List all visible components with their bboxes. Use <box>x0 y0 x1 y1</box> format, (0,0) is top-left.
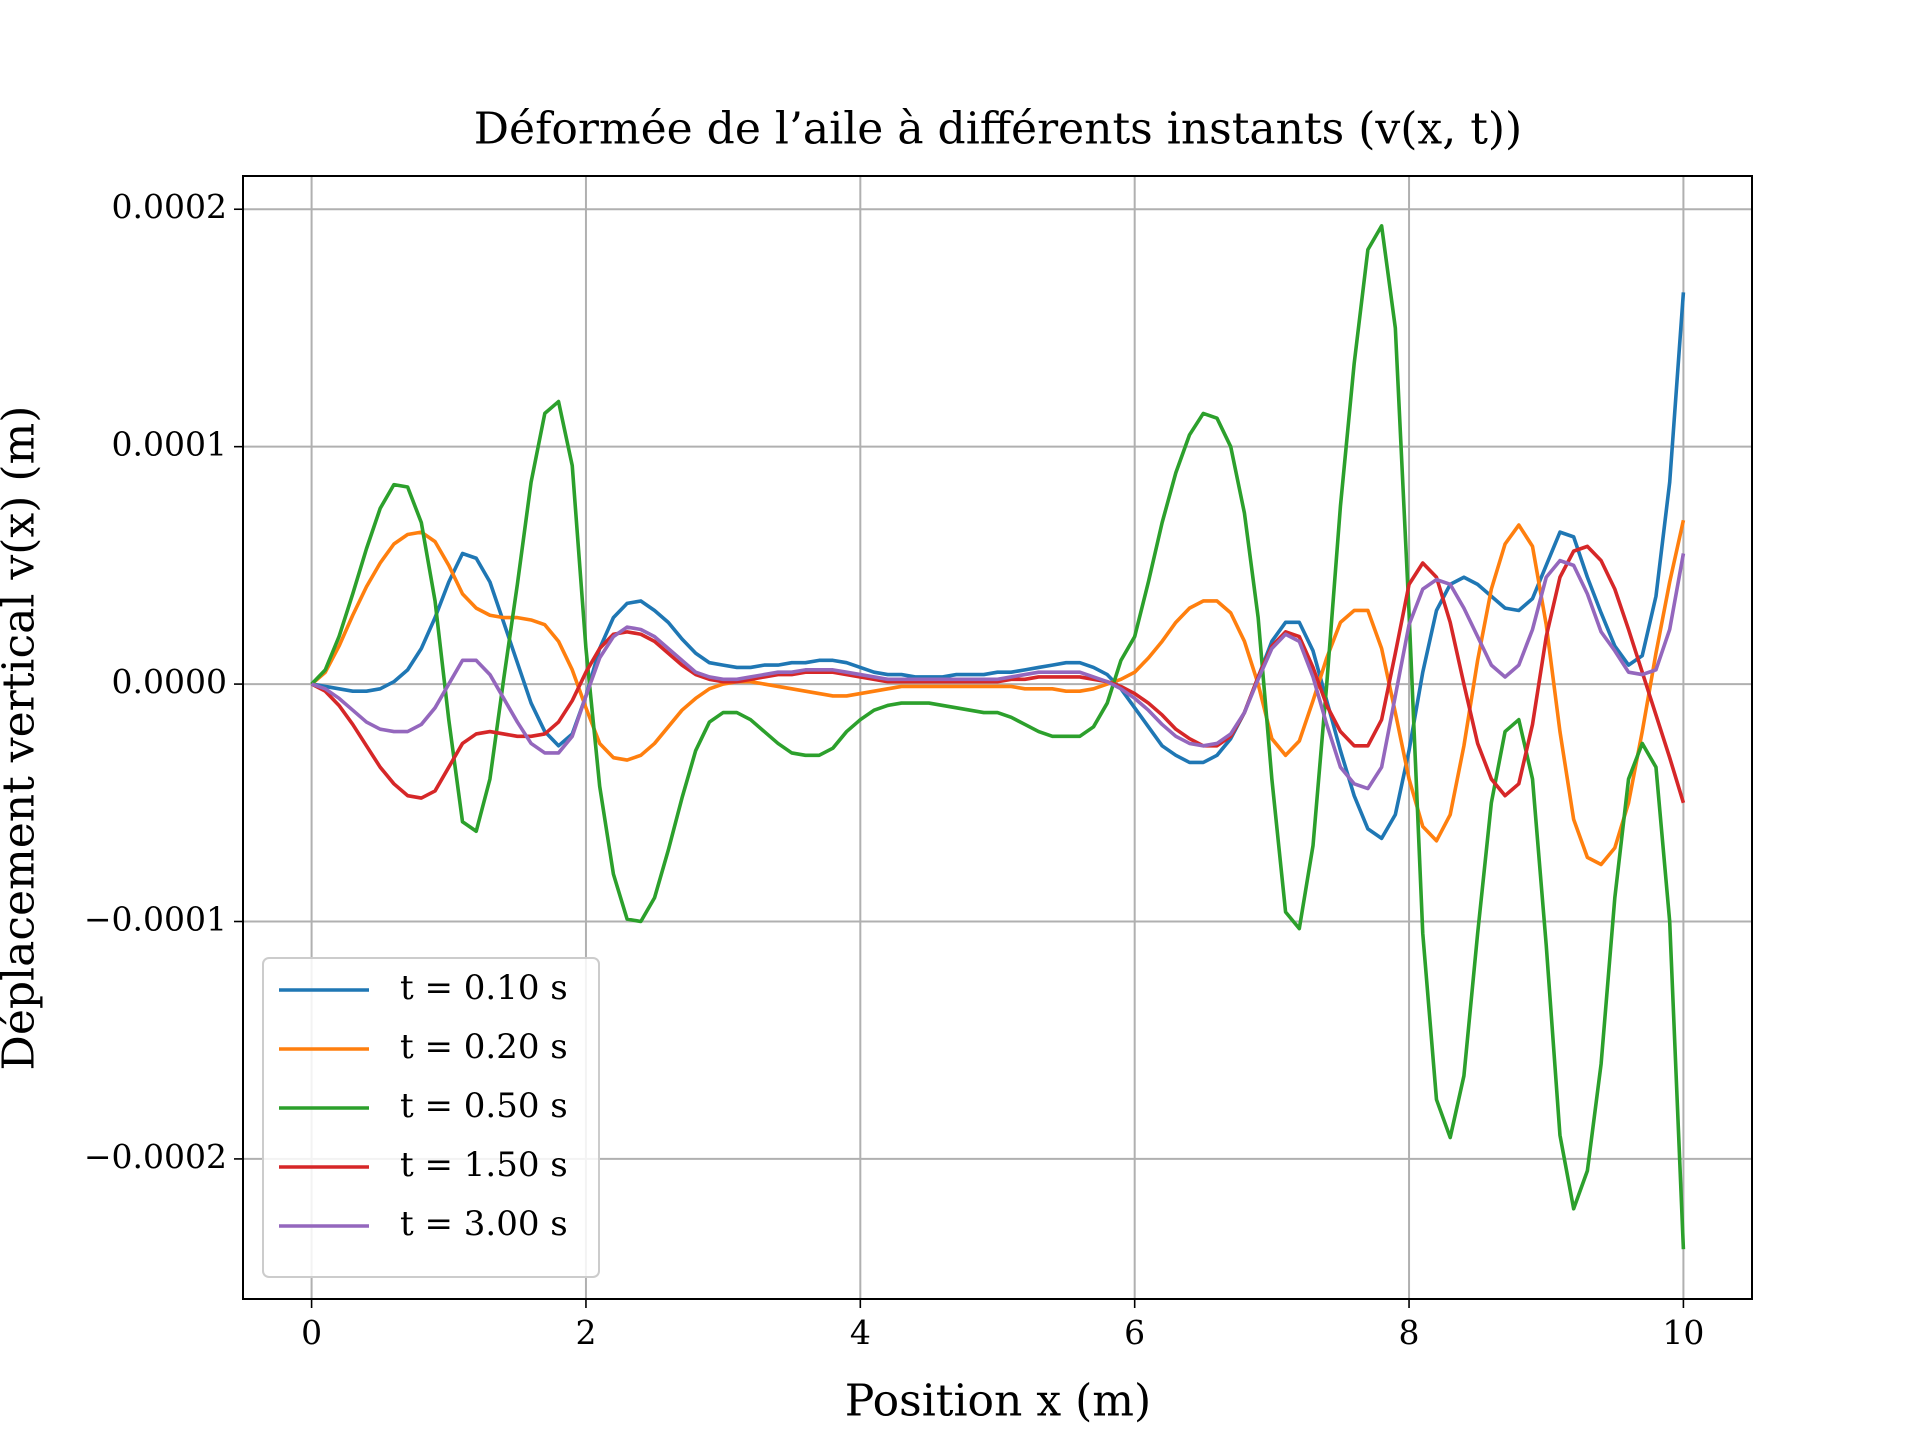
y-tick-label: 0.0000 <box>112 662 227 701</box>
data-line <box>311 292 1686 841</box>
plot-frame <box>242 175 1753 1300</box>
data-line <box>311 553 1686 791</box>
x-tick-label: 6 <box>1124 1313 1145 1352</box>
legend-label: t = 1.50 s <box>400 1145 568 1185</box>
y-tick-label: 0.0002 <box>112 187 227 226</box>
x-tick-label: 0 <box>301 1313 322 1352</box>
data-line <box>310 519 1686 867</box>
legend-label: t = 0.20 s <box>400 1027 568 1067</box>
x-tick-label: 8 <box>1399 1313 1420 1352</box>
x-tick-label: 10 <box>1662 1313 1704 1352</box>
y-tick-label: −0.0002 <box>84 1137 227 1176</box>
data-line <box>310 544 1686 804</box>
data-line <box>310 224 1686 1250</box>
chart-title: Déformée de l’aile à différents instants… <box>474 104 1522 155</box>
legend-label: t = 3.00 s <box>400 1204 568 1244</box>
legend-label: t = 0.10 s <box>400 968 568 1008</box>
legend-box <box>262 957 600 1278</box>
y-tick-label: 0.0001 <box>112 425 227 464</box>
x-tick-label: 2 <box>575 1313 596 1352</box>
x-axis-label: Position x (m) <box>845 1376 1151 1427</box>
y-tick-label: −0.0001 <box>84 900 227 939</box>
x-tick-label: 4 <box>850 1313 871 1352</box>
legend-label: t = 0.50 s <box>400 1086 568 1126</box>
y-axis-label: Déplacement vertical v(x) (m) <box>0 406 45 1071</box>
